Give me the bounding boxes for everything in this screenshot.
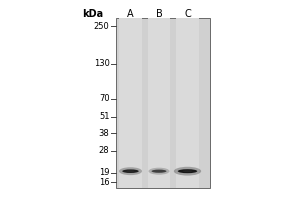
Text: 19: 19 [99, 168, 110, 177]
Text: A: A [127, 9, 134, 19]
Text: 51: 51 [99, 112, 110, 121]
Text: C: C [184, 9, 191, 19]
Bar [148, 18, 170, 188]
Ellipse shape [152, 170, 166, 173]
Ellipse shape [122, 169, 139, 173]
Text: 130: 130 [94, 59, 109, 68]
Ellipse shape [126, 170, 135, 172]
Bar [119, 18, 142, 188]
Text: kDa: kDa [82, 9, 103, 19]
Ellipse shape [178, 169, 197, 173]
Text: 38: 38 [99, 129, 110, 138]
Text: 16: 16 [99, 178, 110, 187]
Ellipse shape [119, 167, 142, 175]
Bar [176, 18, 199, 188]
Ellipse shape [155, 170, 163, 172]
Text: 70: 70 [99, 94, 110, 103]
Ellipse shape [183, 170, 192, 172]
Text: B: B [156, 9, 162, 19]
Ellipse shape [174, 167, 201, 176]
Bar [116, 18, 210, 188]
Text: 250: 250 [94, 22, 109, 31]
Text: 28: 28 [99, 146, 110, 155]
Ellipse shape [148, 168, 170, 175]
